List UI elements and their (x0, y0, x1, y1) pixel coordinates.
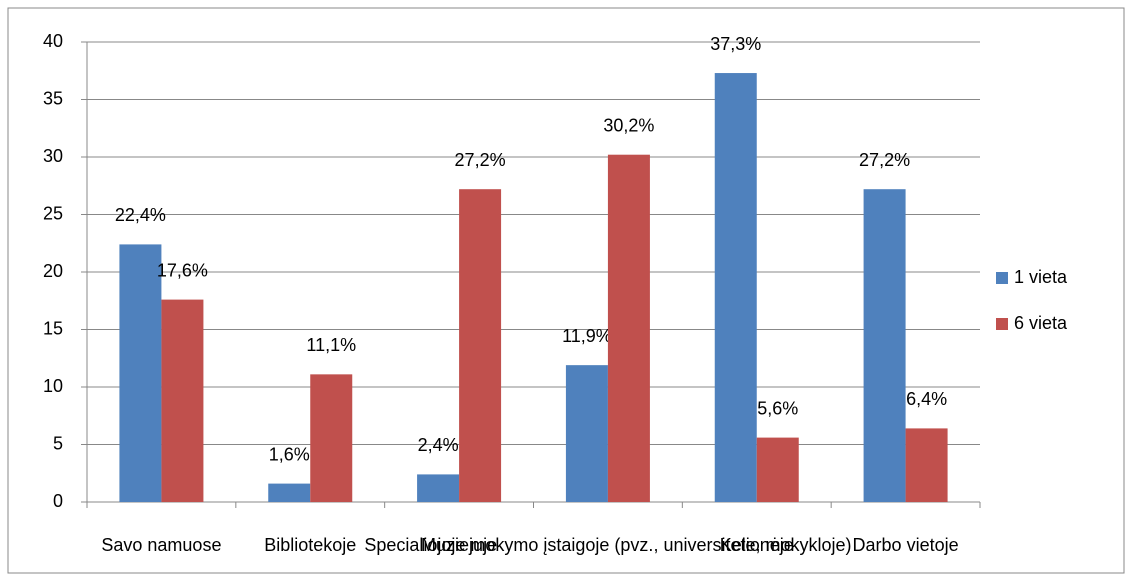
legend-label: 6 vieta (1014, 313, 1068, 333)
data-label: 17,6% (157, 260, 208, 280)
bar (459, 189, 502, 502)
data-label: 27,2% (455, 150, 506, 170)
y-tick-label: 5 (53, 433, 63, 453)
y-tick-label: 30 (43, 146, 63, 166)
data-label: 11,9% (562, 326, 612, 346)
legend-swatch (996, 272, 1008, 284)
x-tick-label: Kelionėje (720, 535, 794, 555)
data-label: 5,6% (757, 398, 798, 418)
y-tick-label: 25 (43, 203, 63, 223)
y-tick-label: 20 (43, 261, 63, 281)
data-label: 22,4% (115, 205, 166, 225)
bar (863, 189, 906, 502)
x-tick-label: Muziejuje (421, 535, 497, 555)
bar (714, 73, 757, 503)
bar (310, 374, 353, 502)
data-label: 1,6% (269, 444, 310, 464)
bar (607, 154, 650, 502)
y-tick-label: 15 (43, 318, 63, 338)
bar (119, 244, 162, 502)
bar (417, 474, 460, 502)
legend-swatch (996, 318, 1008, 330)
bar (905, 428, 948, 502)
bar (756, 437, 799, 502)
data-label: 27,2% (859, 150, 910, 170)
data-label: 6,4% (906, 389, 947, 409)
y-tick-label: 0 (53, 491, 63, 511)
y-tick-label: 40 (43, 31, 63, 51)
y-tick-label: 10 (43, 376, 63, 396)
data-label: 30,2% (603, 115, 654, 135)
x-tick-label: Bibliotekoje (264, 535, 356, 555)
bar (161, 299, 204, 502)
legend-label: 1 vieta (1014, 267, 1068, 287)
x-tick-label: Savo namuose (101, 535, 221, 555)
data-label: 37,3% (710, 34, 761, 54)
data-label: 11,1% (306, 335, 356, 355)
bar (268, 483, 311, 502)
x-tick-label: Specialiojoje mokymo įstaigoje (pvz., un… (364, 535, 851, 555)
y-tick-label: 35 (43, 88, 63, 108)
bar (565, 365, 608, 502)
data-label: 2,4% (418, 435, 459, 455)
x-tick-label: Darbo vietoje (853, 535, 959, 555)
